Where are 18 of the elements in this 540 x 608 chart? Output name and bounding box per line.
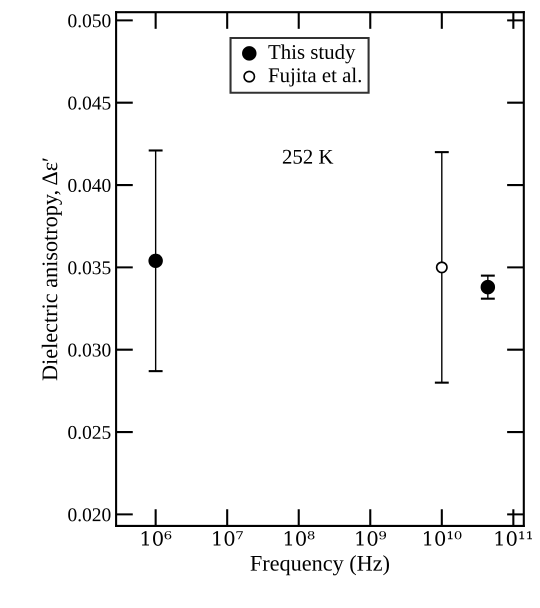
y-axis-title: Dielectric anisotropy, Δε′ <box>42 158 62 380</box>
y-tick-label: 0.035 <box>68 261 110 274</box>
x-tick-label: 10⁶ <box>142 531 172 546</box>
x-axis-title: Frequency (Hz) <box>250 555 390 576</box>
x-tick-label: 10⁸ <box>284 531 314 546</box>
y-tick-label: 0.045 <box>68 96 110 110</box>
y-tick-label: 0.020 <box>68 508 110 522</box>
x-tick-label: 10⁷ <box>213 531 243 546</box>
legend-label: This study <box>268 44 356 64</box>
legend-label: Fujita et al. <box>268 68 361 87</box>
y-tick-label: 0.050 <box>68 14 110 28</box>
x-tick-label: 10¹⁰ <box>424 531 462 546</box>
x-tick-label: 10¹¹ <box>496 531 532 546</box>
x-tick-label: 10⁹ <box>356 531 386 546</box>
annotation: 252 K <box>282 150 334 164</box>
y-tick-label: 0.040 <box>68 178 110 192</box>
y-tick-label: 0.025 <box>68 426 110 440</box>
y-tick-label: 0.030 <box>68 344 110 357</box>
